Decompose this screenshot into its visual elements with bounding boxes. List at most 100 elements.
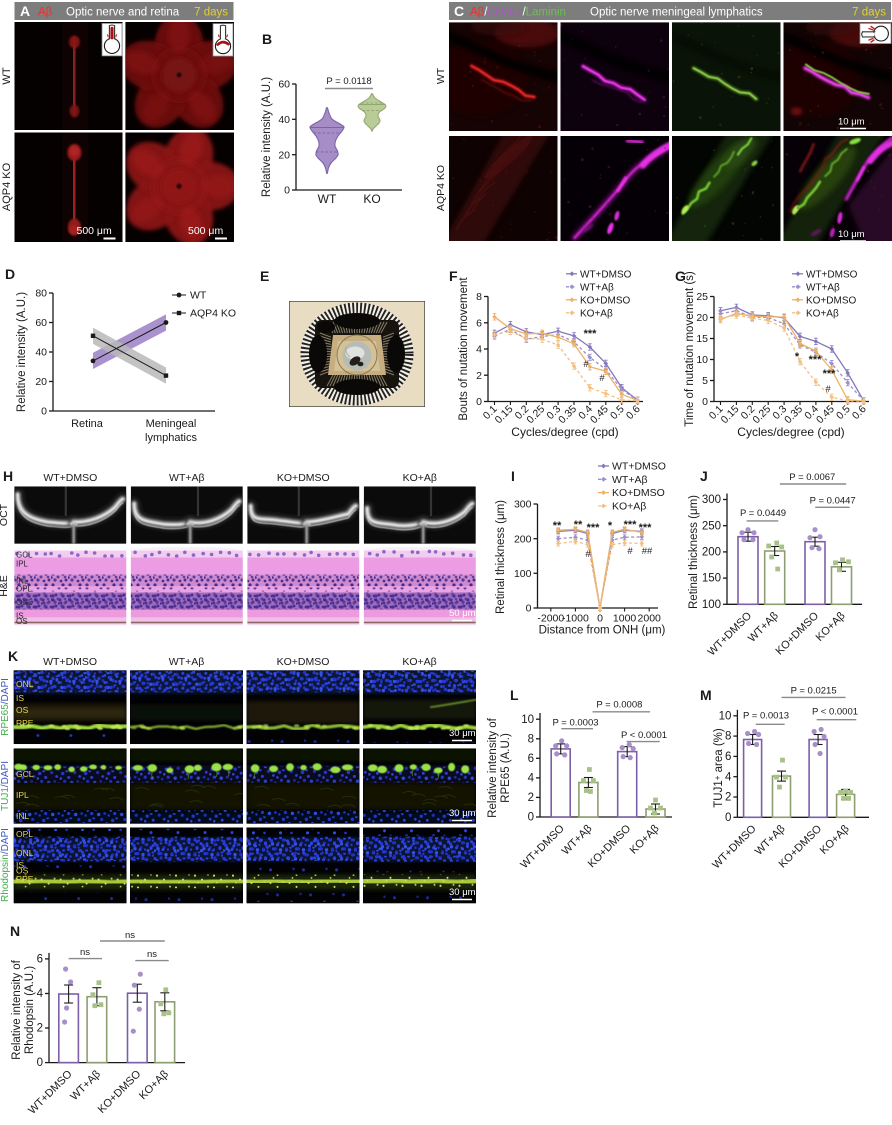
svg-text:2: 2 (725, 792, 731, 804)
svg-text:300: 300 (514, 499, 532, 511)
svg-text:P < 0.0001: P < 0.0001 (621, 730, 667, 741)
svg-text:Time of nutation movement (s): Time of nutation movement (s) (684, 271, 696, 427)
svg-text:KO+DMSO: KO+DMSO (580, 295, 631, 306)
svg-text:OPL: OPL (16, 585, 33, 594)
svg-text:Relative intensity of: Relative intensity of (11, 959, 23, 1060)
svg-text:100: 100 (514, 568, 532, 580)
svg-text:300: 300 (702, 494, 721, 506)
svg-text:RPE65/DAPI: RPE65/DAPI (0, 678, 11, 736)
svg-text:***: *** (587, 522, 601, 534)
svg-text:100: 100 (702, 599, 721, 611)
svg-text:-2000: -2000 (537, 613, 564, 625)
svg-text:RPE: RPE (16, 718, 34, 728)
svg-text:80: 80 (35, 288, 47, 300)
svg-text:Relative intensity of: Relative intensity of (487, 717, 499, 818)
svg-text:KO+Aβ: KO+Aβ (612, 500, 646, 512)
svg-text:ns: ns (80, 947, 90, 958)
svg-text:IPL: IPL (16, 790, 29, 800)
svg-text:GCL: GCL (16, 769, 34, 779)
svg-text:KO: KO (363, 192, 380, 206)
svg-text:7 days: 7 days (852, 7, 886, 19)
svg-text:50 μm: 50 μm (449, 608, 476, 619)
svg-text:Optic nerve and retina: Optic nerve and retina (66, 7, 180, 19)
svg-text:#: # (599, 373, 605, 384)
svg-text:#: # (825, 384, 831, 395)
svg-text:INL: INL (16, 811, 30, 821)
svg-text:ONL: ONL (16, 848, 34, 858)
svg-text:P = 0.0215: P = 0.0215 (791, 686, 837, 697)
svg-text:OCT: OCT (0, 503, 10, 526)
svg-text:200: 200 (702, 547, 721, 559)
svg-text:IS: IS (16, 693, 24, 703)
svg-text:KO+DMSO: KO+DMSO (806, 295, 857, 306)
svg-text:P = 0.0118: P = 0.0118 (326, 76, 371, 87)
svg-text:WT+DMSO: WT+DMSO (806, 269, 858, 280)
svg-text:Relative intensity (A.U.): Relative intensity (A.U.) (261, 77, 273, 197)
svg-text:60: 60 (35, 317, 47, 329)
svg-text:Cycles/degree (cpd): Cycles/degree (cpd) (737, 425, 844, 439)
svg-text:0: 0 (528, 812, 534, 824)
svg-text:OS: OS (16, 705, 29, 715)
svg-text:***: *** (584, 328, 598, 340)
svg-text:WT: WT (318, 192, 337, 206)
svg-text:P = 0.0013: P = 0.0013 (743, 711, 789, 722)
svg-text:4: 4 (476, 344, 482, 356)
svg-text:J: J (700, 468, 708, 484)
svg-text:AQP4 KO: AQP4 KO (435, 165, 447, 211)
svg-text:40: 40 (35, 347, 47, 359)
svg-text:1000: 1000 (613, 613, 637, 625)
svg-text:Meningeal: Meningeal (146, 418, 197, 430)
svg-text:WT+Aβ: WT+Aβ (169, 656, 205, 668)
svg-text:P = 0.0449: P = 0.0449 (740, 508, 786, 519)
svg-text:KO+DMSO: KO+DMSO (277, 472, 330, 484)
svg-text:TUJ1+ area (%): TUJ1+ area (%) (713, 728, 725, 808)
svg-text:30 μm: 30 μm (449, 808, 476, 819)
svg-text:***: *** (809, 354, 823, 366)
svg-text:C: C (454, 3, 464, 19)
svg-text:0: 0 (284, 185, 290, 197)
svg-text:WT: WT (190, 290, 207, 302)
svg-text:L: L (510, 687, 519, 703)
svg-text:0: 0 (476, 396, 482, 408)
svg-text:0: 0 (37, 1057, 43, 1069)
svg-text:2000: 2000 (638, 613, 662, 625)
svg-text:20: 20 (35, 376, 47, 388)
svg-text:F: F (449, 268, 458, 284)
svg-text:6: 6 (476, 317, 482, 329)
svg-text:5: 5 (702, 375, 708, 387)
svg-text:8: 8 (476, 291, 482, 303)
svg-text:10: 10 (521, 714, 534, 726)
svg-text:***: *** (639, 522, 653, 534)
svg-text:P = 0.0067: P = 0.0067 (789, 472, 835, 483)
svg-text:250: 250 (702, 520, 721, 532)
svg-text:60: 60 (278, 79, 290, 91)
svg-text:30 μm: 30 μm (449, 728, 476, 739)
svg-text:*: * (608, 520, 613, 532)
svg-text:RPE65 (A.U.): RPE65 (A.U.) (500, 733, 512, 803)
svg-text:WT+DMSO: WT+DMSO (43, 656, 97, 668)
svg-text:WT+Aβ: WT+Aβ (806, 282, 840, 293)
svg-text:30 μm: 30 μm (449, 887, 476, 898)
svg-text:B: B (262, 31, 272, 47)
svg-text:P = 0.0447: P = 0.0447 (810, 496, 856, 507)
svg-text:Relative intensity (A.U.): Relative intensity (A.U.) (16, 292, 28, 412)
svg-text:KO+Aβ: KO+Aβ (403, 472, 437, 484)
svg-text:20: 20 (696, 312, 708, 324)
svg-text:P = 0.0003: P = 0.0003 (552, 718, 598, 729)
svg-text:WT+Aβ: WT+Aβ (580, 282, 614, 293)
svg-text:H: H (3, 468, 13, 484)
svg-text:0: 0 (702, 396, 708, 408)
svg-text:10: 10 (696, 354, 708, 366)
svg-text:4: 4 (528, 773, 535, 785)
svg-text:***: *** (823, 368, 837, 380)
svg-text:GCL: GCL (16, 551, 33, 560)
svg-text:H&E: H&E (0, 575, 10, 597)
svg-text:Cycles/degree (cpd): Cycles/degree (cpd) (511, 425, 618, 439)
svg-text:Distance from ONH (μm): Distance from ONH (μm) (539, 625, 666, 637)
svg-text:20: 20 (278, 149, 290, 161)
svg-text:N: N (10, 923, 20, 939)
svg-text:15: 15 (696, 333, 708, 345)
svg-text:500 μm: 500 μm (188, 225, 223, 237)
svg-text:WT: WT (1, 67, 13, 84)
svg-text:-1000: -1000 (562, 613, 589, 625)
